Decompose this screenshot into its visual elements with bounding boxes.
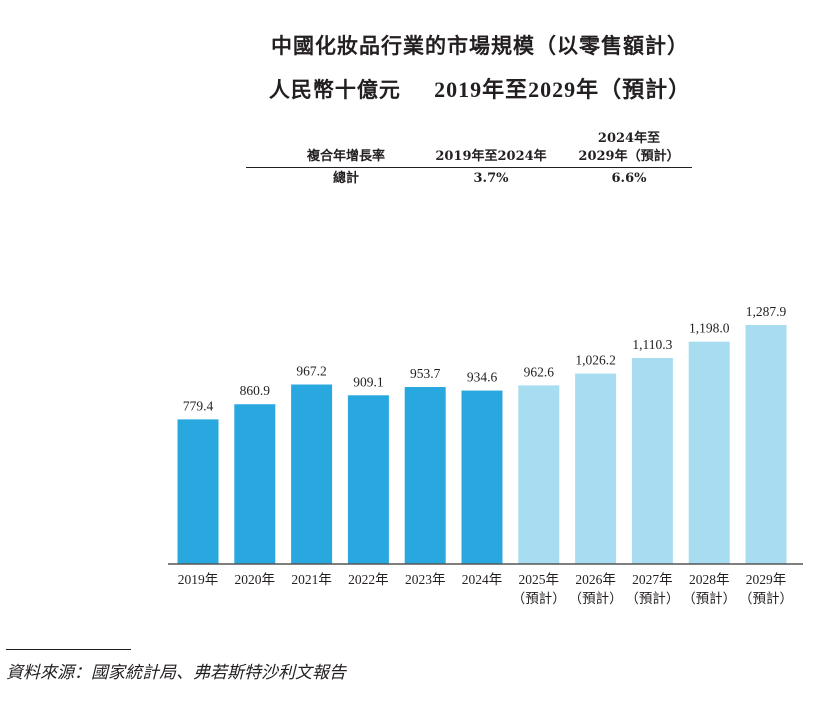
x-tick-label: 2021年 (291, 572, 332, 587)
bar (575, 373, 617, 564)
data-label: 1,198.0 (689, 321, 730, 336)
data-label: 934.6 (467, 370, 498, 385)
bar (631, 357, 673, 564)
data-label: 962.6 (524, 364, 555, 379)
bar (688, 341, 730, 564)
x-tick-label: 2026年 (575, 572, 616, 587)
cagr-total-row: 總計 3.7% 6.6% (246, 168, 692, 188)
bar (518, 385, 560, 564)
x-tick-label: 2028年 (689, 572, 730, 587)
data-label: 909.1 (353, 374, 383, 389)
cagr-table: 複合年增長率 2019年至2024年 2024年至 2029年（預計） 總計 3… (246, 125, 692, 188)
chart-subtitle: 人民幣十億元 2019年至2029年（預計） (230, 72, 730, 104)
data-label: 967.2 (296, 364, 326, 379)
x-tick-label: 2029年 (746, 572, 787, 587)
data-label: 1,026.2 (575, 353, 616, 368)
cagr-col2-value: 6.6% (611, 171, 647, 186)
x-tick-label: 2022年 (348, 572, 389, 587)
x-tick-sublabel: （預計） (512, 591, 566, 606)
bar (291, 384, 333, 564)
unit-label: 人民幣十億元 (268, 78, 401, 102)
bar (347, 395, 389, 564)
cagr-col2-header-line1: 2024年至 (597, 131, 661, 146)
x-tick-sublabel: （預計） (625, 591, 679, 606)
x-tick-sublabel: （預計） (682, 591, 736, 606)
data-label: 860.9 (240, 383, 271, 398)
cagr-col1-value: 3.7% (473, 171, 509, 186)
data-label: 953.7 (410, 366, 441, 381)
cagr-col1-header: 2019年至2024年 (435, 149, 547, 164)
x-tick-label: 2025年 (519, 572, 560, 587)
cagr-header-label: 複合年增長率 (306, 149, 385, 164)
x-tick-label: 2024年 (462, 572, 503, 587)
period-label: 2019年至2029年（預計） (434, 77, 692, 102)
x-tick-label: 2020年 (235, 572, 276, 587)
x-tick-label: 2027年 (632, 572, 673, 587)
data-label: 1,287.9 (746, 304, 787, 319)
x-tick-label: 2019年 (178, 572, 219, 587)
cagr-row-label: 總計 (332, 171, 359, 186)
cagr-header-row: 複合年增長率 2019年至2024年 2024年至 2029年（預計） (246, 125, 692, 168)
cagr-col2-header-line2: 2029年（預計） (578, 149, 680, 164)
source-note: 資料來源：國家統計局、弗若斯特沙利文報告 (6, 663, 346, 683)
x-tick-label: 2023年 (405, 572, 446, 587)
bar (745, 325, 787, 564)
bar (177, 419, 219, 564)
bar (461, 390, 503, 564)
source-divider (6, 649, 131, 650)
data-label: 779.4 (183, 398, 214, 413)
chart-title: 中國化妝品行業的市場規模（以零售額計） (271, 34, 689, 58)
x-tick-sublabel: （預計） (569, 591, 623, 606)
data-label: 1,110.3 (632, 337, 672, 352)
bar (234, 404, 276, 564)
bar (404, 387, 446, 564)
x-tick-sublabel: （預計） (739, 591, 793, 606)
